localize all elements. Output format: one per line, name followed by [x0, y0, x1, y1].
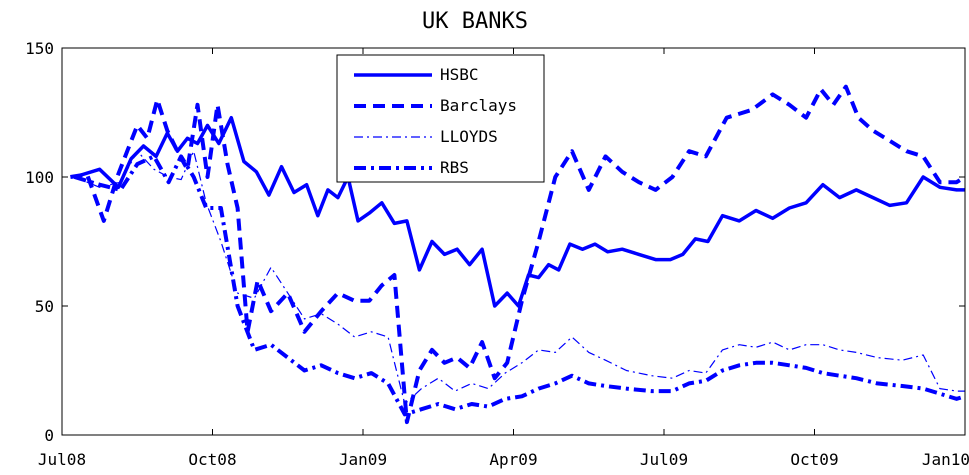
- x-tick-label: Jan10: [922, 450, 969, 469]
- series-line-rbs: [73, 154, 966, 417]
- x-tick-label: Apr09: [489, 450, 537, 469]
- y-tick-label: 150: [25, 39, 54, 58]
- series-line-barclays: [70, 84, 967, 425]
- x-tick-label: Jul08: [38, 450, 86, 469]
- x-tick-label: Oct08: [188, 450, 236, 469]
- y-tick-label: 0: [44, 426, 54, 445]
- x-tick-label: Jul09: [640, 450, 688, 469]
- series-line-lloyds: [74, 150, 965, 405]
- x-tick-label: Jan09: [339, 450, 387, 469]
- axes: 0 50 100 150 Jul08 Oct08 Jan09 Apr09 Jul09 Oct09 J…: [25, 39, 969, 469]
- legend: HSBC Barclays LLOYDS RBS: [336, 54, 545, 183]
- series-line-hsbc: [73, 115, 965, 308]
- plot-lines: [70, 84, 967, 425]
- y-tick-label: 50: [35, 297, 54, 316]
- legend-label: RBS: [440, 158, 469, 177]
- legend-label: HSBC: [440, 65, 479, 84]
- chart-title: UK BANKS: [422, 9, 528, 34]
- x-tick-label: Oct09: [790, 450, 838, 469]
- legend-label: LLOYDS: [440, 127, 498, 146]
- y-tick-label: 100: [25, 168, 54, 187]
- legend-label: Barclays: [440, 96, 517, 115]
